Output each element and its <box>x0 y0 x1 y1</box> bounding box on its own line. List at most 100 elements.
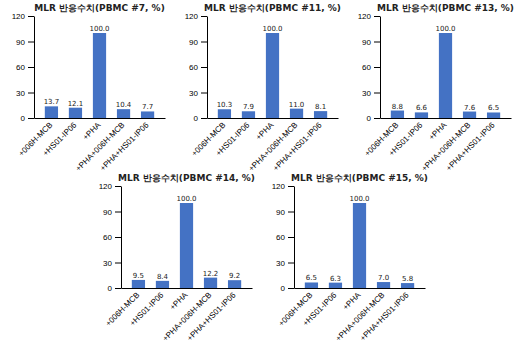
x-tick-label: +PHA+HS01-IP06 <box>98 120 151 173</box>
x-tick-label: +PHA <box>168 290 190 312</box>
y-tick-label: 90 <box>16 38 25 47</box>
bar <box>45 106 58 118</box>
y-axis: 0306090120 <box>99 182 122 293</box>
y-tick-label: 60 <box>276 233 285 242</box>
y-tick: 60 <box>103 233 121 242</box>
data-label: 9.5 <box>133 272 144 280</box>
bar <box>401 283 414 288</box>
y-tick: 60 <box>16 63 34 72</box>
y-axis-line <box>121 187 122 289</box>
y-tick: 90 <box>189 38 207 47</box>
x-tick-label: +PHA+HS01-IP06 <box>444 120 497 173</box>
bar <box>290 109 303 118</box>
x-tick-label: +PHA <box>254 120 276 142</box>
bars <box>305 203 414 288</box>
bar <box>218 109 231 118</box>
y-tick-label: 60 <box>362 63 371 72</box>
y-tick-mark <box>374 67 380 68</box>
x-tick-label: +HS01-IP06 <box>387 120 425 158</box>
y-tick-mark <box>28 93 34 94</box>
bar <box>156 281 169 288</box>
bar <box>180 203 193 288</box>
x-tick: +PHA <box>81 120 103 142</box>
bar <box>204 278 217 288</box>
y-tick-label: 0 <box>21 114 26 123</box>
x-tick-label: +HS01-IP06 <box>41 120 79 158</box>
bar <box>242 111 255 118</box>
x-axis-line <box>381 118 512 119</box>
y-axis: 0306090120 <box>272 182 295 293</box>
y-tick-label: 90 <box>276 208 285 217</box>
data-label: 8.4 <box>157 273 169 281</box>
y-tick-label: 0 <box>281 284 286 293</box>
x-tick: +HS01-IP06 <box>387 120 425 158</box>
y-tick-label: 120 <box>185 12 199 21</box>
y-tick-mark <box>28 42 34 43</box>
data-label: 10.4 <box>116 101 132 109</box>
data-labels: 10.37.9100.011.08.1 <box>217 25 327 111</box>
x-tick: +PHA+HS01-IP06 <box>444 120 497 173</box>
y-tick-label: 120 <box>358 12 372 21</box>
x-axis: +006H-MCB+HS01-IP06+PHA+PHA+006H-MCB+PHA… <box>104 289 253 340</box>
y-tick-label: 120 <box>272 182 286 191</box>
data-label: 6.5 <box>488 104 499 112</box>
y-tick-mark <box>288 263 294 264</box>
x-axis: +006H-MCB+HS01-IP06+PHA+PHA+006H-MCB+PHA… <box>277 289 426 340</box>
y-tick-label: 120 <box>12 12 26 21</box>
data-label: 7.7 <box>142 103 153 111</box>
y-tick-mark <box>374 93 380 94</box>
y-tick-label: 30 <box>362 89 371 98</box>
y-tick-mark <box>374 16 380 17</box>
y-tick: 30 <box>362 89 380 98</box>
title: MLR 반응수치(PBMC #15, %) <box>291 173 428 183</box>
title: MLR 반응수치(PBMC #7, %) <box>34 3 165 13</box>
y-tick: 120 <box>185 12 207 21</box>
bar <box>353 203 366 288</box>
y-tick-mark <box>288 212 294 213</box>
y-tick: 0 <box>108 284 121 293</box>
bar <box>69 108 82 118</box>
y-tick-mark <box>374 118 380 119</box>
x-tick-label: +PHA+HS01-IP06 <box>358 290 411 340</box>
y-tick: 120 <box>358 12 380 21</box>
bar <box>391 111 404 118</box>
title: MLR 반응수치(PBMC #13, %) <box>377 3 514 13</box>
y-tick: 60 <box>189 63 207 72</box>
data-label: 5.8 <box>402 275 413 283</box>
x-tick-label: +HS01-IP06 <box>128 290 166 328</box>
data-label: 8.8 <box>392 103 403 111</box>
data-label: 7.9 <box>243 103 254 111</box>
y-tick: 0 <box>21 114 34 123</box>
figure: MLR 반응수치(PBMC #7, %) 0 30 60 90 120 +006H-MCB+… <box>0 0 520 340</box>
y-axis-line <box>294 187 295 289</box>
x-axis-line <box>295 288 426 289</box>
y-axis-line <box>207 17 208 119</box>
data-label: 100.0 <box>176 195 196 203</box>
y-axis: 0306090120 <box>358 12 381 123</box>
data-label: 100.0 <box>262 25 282 33</box>
data-label: 7.6 <box>464 104 476 112</box>
title: MLR 반응수치(PBMC #14, %) <box>118 173 255 183</box>
bar <box>305 282 318 288</box>
panel: MLR 반응수치(PBMC #15, %)0306090120+006H-MCB… <box>272 173 428 340</box>
data-label: 7.0 <box>378 274 389 282</box>
panel: MLR 반응수치(PBMC #7, %)0306090120+006H-MCB+… <box>12 3 166 173</box>
x-tick: +PHA <box>341 290 363 312</box>
data-label: 6.6 <box>416 104 428 112</box>
y-tick-mark <box>201 118 207 119</box>
y-tick: 30 <box>16 89 34 98</box>
y-tick-mark <box>201 67 207 68</box>
data-label: 6.3 <box>330 275 341 283</box>
x-tick-label: +HS01-IP06 <box>301 290 339 328</box>
bar <box>377 282 390 288</box>
x-tick: +PHA+HS01-IP06 <box>271 120 324 173</box>
x-tick: +HS01-IP06 <box>301 290 339 328</box>
bar <box>329 283 342 288</box>
bar <box>132 280 145 288</box>
bar <box>487 112 500 118</box>
y-axis-line <box>34 17 35 119</box>
bar <box>314 111 327 118</box>
x-tick-label: +HS01-IP06 <box>214 120 252 158</box>
data-labels: 9.58.4100.012.29.2 <box>133 195 240 281</box>
y-tick: 90 <box>276 208 294 217</box>
